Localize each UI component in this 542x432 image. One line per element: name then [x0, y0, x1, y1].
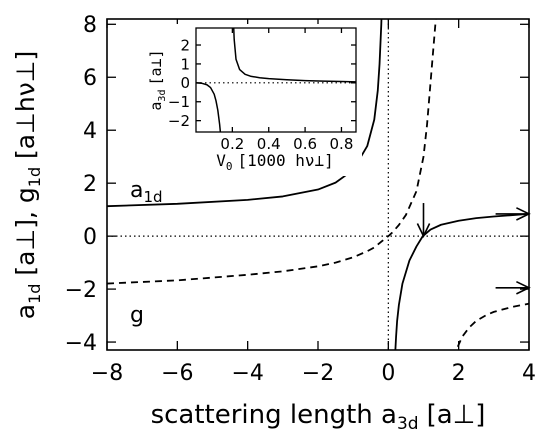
arrow-1 — [495, 207, 531, 221]
main-ytick-label: 2 — [83, 172, 97, 197]
arrow-0 — [416, 203, 431, 238]
main-x-axis-label-main: scattering length a — [151, 400, 397, 430]
inset-plot-frame — [195, 27, 357, 133]
main-ytick-label: −4 — [65, 331, 97, 356]
main-y-axis-label-p3: [a⊥hν⊥] — [11, 51, 40, 167]
main-x-axis-label-unit: [a⊥] — [427, 400, 486, 430]
inset-xtick-label: 0.4 — [257, 135, 281, 153]
main-ticks: −8 −6 −4 −2 0 2 4 −4 −2 0 2 4 6 8 — [65, 13, 536, 386]
inset-y-axis-label-main: a — [147, 102, 165, 111]
main-xtick-label: −8 — [91, 361, 123, 386]
inset-series-0-branch-0 — [196, 82, 222, 132]
inset-ytick-label: 1 — [180, 55, 190, 73]
inset-x-axis-label-sub: 0 — [226, 160, 233, 173]
main-arrows — [416, 203, 531, 295]
inset-ytick-label: 2 — [180, 36, 190, 54]
main-y-axis-label-p1sub: 1d — [25, 284, 44, 304]
inset-series — [196, 28, 356, 132]
inset-ticks: 0.2 0.4 0.6 0.8 210−1−2 — [168, 28, 356, 153]
main-ytick-label: 6 — [83, 66, 97, 91]
inset-series-0-branch-1 — [232, 28, 356, 83]
main-y-axis-label-p2sub: 1d — [25, 167, 44, 187]
main-y-axis-label-p1: a — [11, 304, 40, 319]
main-reference-lines — [107, 19, 529, 350]
main-xtick-label: 2 — [452, 361, 466, 386]
main-series-g-branch-0 — [107, 19, 437, 285]
inset-y-axis-label-unit: [a⊥] — [147, 49, 165, 85]
a1d-label-main: a — [130, 178, 143, 203]
main-series-a-branch-1 — [394, 212, 529, 350]
a1d-label-sub: 1d — [143, 188, 162, 206]
main-x-axis-label: scattering length a3d [a⊥] — [151, 400, 486, 432]
main-ytick-label: 4 — [83, 119, 97, 144]
inset-x-axis-label-unit: [1000 hν⊥] — [237, 151, 333, 170]
inset-y-axis-label: a3d [a⊥] — [147, 49, 168, 110]
inset-xtick-label: 0.2 — [220, 135, 244, 153]
inset-x-axis-label: V0 [1000 hν⊥] — [216, 151, 334, 173]
main-xtick-label: 4 — [522, 361, 536, 386]
a1d-curve-label: a1d — [130, 178, 163, 206]
inset-y-axis-label-sub: 3d — [157, 90, 168, 102]
main-xtick-label: −6 — [161, 361, 193, 386]
main-xtick-label: −2 — [302, 361, 334, 386]
arrow-2 — [495, 280, 531, 295]
main-ytick-label: 0 — [83, 225, 97, 250]
inset-ytick-label: −2 — [168, 112, 190, 130]
main-ytick-label: −2 — [65, 278, 97, 303]
main-y-axis-label: a1d [a⊥], g1d [a⊥hν⊥] — [11, 51, 44, 319]
inset-xtick-label: 0.6 — [293, 135, 317, 153]
g-curve-label: g — [130, 303, 144, 328]
main-xtick-label: 0 — [381, 361, 395, 386]
inset-xtick-label: 0.8 — [330, 135, 354, 153]
inset-ytick-label: 0 — [180, 74, 190, 92]
main-x-axis-label-sub: 3d — [397, 414, 419, 432]
main-y-axis-label-p2: [a⊥], g — [11, 187, 40, 283]
inset-x-axis-label-main: V — [216, 151, 226, 170]
main-ytick-label: 8 — [83, 13, 97, 38]
main-xtick-label: −4 — [231, 361, 263, 386]
inset-ytick-label: −1 — [168, 93, 190, 111]
